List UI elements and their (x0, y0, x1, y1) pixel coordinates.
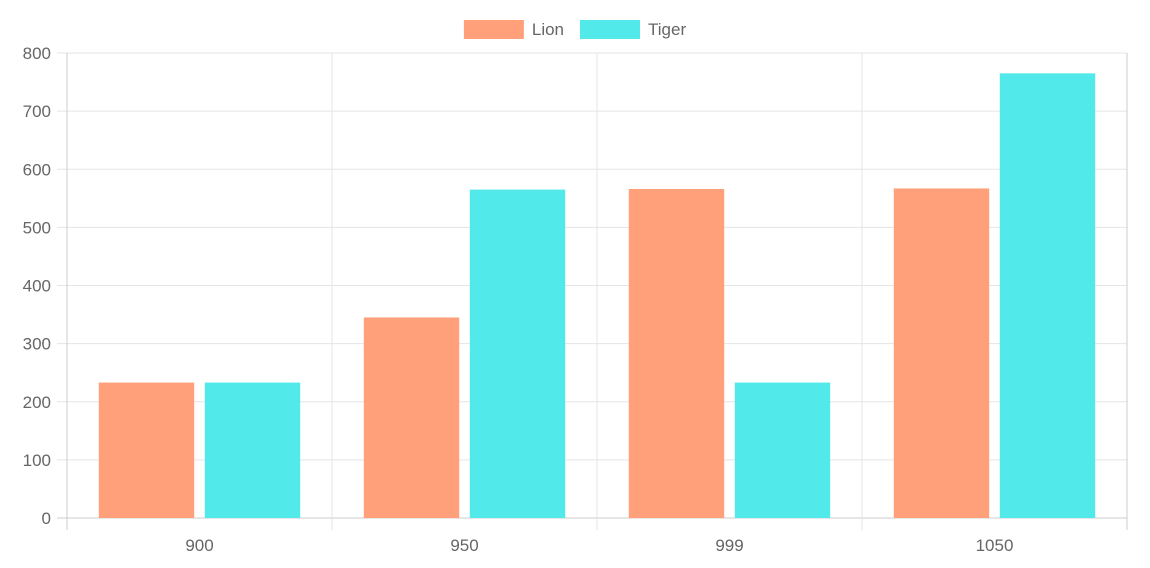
y-tick-label: 800 (23, 44, 51, 63)
x-tick-label: 900 (185, 536, 213, 555)
legend-label: Lion (532, 20, 564, 39)
x-tick-label: 999 (715, 536, 743, 555)
bar-tiger-1050[interactable] (999, 73, 1096, 518)
legend-swatch (580, 20, 641, 39)
y-tick-label: 400 (23, 277, 51, 296)
bar-tiger-999[interactable] (734, 382, 831, 518)
x-tick-label: 1050 (976, 536, 1014, 555)
bar-lion-999[interactable] (628, 189, 725, 518)
y-tick-label: 300 (23, 335, 51, 354)
legend-item-lion[interactable]: Lion (463, 20, 564, 39)
y-tick-label: 500 (23, 218, 51, 237)
y-tick-label: 100 (23, 451, 51, 470)
bar-lion-900[interactable] (98, 382, 195, 518)
axes: 0 100 200 300 400 500 600 700 800 900 950 999 1050 (23, 44, 1014, 555)
bar-lion-950[interactable] (363, 317, 460, 518)
legend-swatch (463, 20, 524, 39)
x-tick-label: 950 (450, 536, 478, 555)
y-tick-label: 200 (23, 393, 51, 412)
y-tick-label: 0 (42, 509, 51, 528)
bar-tiger-900[interactable] (204, 382, 301, 518)
legend-item-tiger[interactable]: Tiger (580, 20, 686, 39)
legend[interactable]: Lion Tiger (463, 20, 687, 39)
y-tick-label: 600 (23, 160, 51, 179)
y-tick-label: 700 (23, 102, 51, 121)
bar-tiger-950[interactable] (469, 189, 566, 518)
legend-label: Tiger (648, 20, 686, 39)
bars (98, 73, 1096, 518)
bar-lion-1050[interactable] (893, 188, 990, 518)
